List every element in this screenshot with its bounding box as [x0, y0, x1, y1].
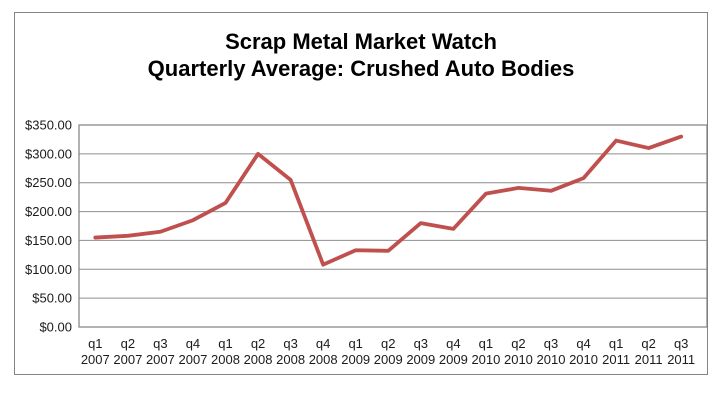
y-axis-label: $300.00 [25, 146, 72, 161]
chart-title: Scrap Metal Market Watch Quarterly Avera… [15, 28, 707, 82]
x-axis-label-quarter: q4 [576, 336, 590, 351]
x-axis-label-year: 2010 [471, 352, 500, 367]
y-axis-label: $150.00 [25, 233, 72, 248]
y-axis-label: $50.00 [32, 291, 72, 306]
x-axis-label-quarter: q3 [283, 336, 297, 351]
x-axis-label-year: 2007 [178, 352, 207, 367]
chart-title-line2: Quarterly Average: Crushed Auto Bodies [147, 56, 575, 81]
chart-title-line1: Scrap Metal Market Watch [225, 29, 497, 54]
x-axis-label-year: 2008 [211, 352, 240, 367]
chart-frame: Scrap Metal Market Watch Quarterly Avera… [14, 12, 708, 375]
y-axis-label: $0.00 [39, 320, 72, 335]
x-axis-label-year: 2009 [374, 352, 403, 367]
x-axis-label-quarter: q1 [609, 336, 623, 351]
x-axis-label-quarter: q1 [348, 336, 362, 351]
x-axis-label-year: 2009 [341, 352, 370, 367]
y-axis-label: $200.00 [25, 204, 72, 219]
y-axis-label: $100.00 [25, 262, 72, 277]
x-axis-label-quarter: q3 [153, 336, 167, 351]
x-axis-label-year: 2011 [667, 352, 695, 367]
x-axis-label-quarter: q4 [316, 336, 330, 351]
x-axis-label-year: 2010 [569, 352, 598, 367]
x-axis-label-quarter: q1 [479, 336, 493, 351]
price-line [93, 134, 684, 267]
x-axis-label-quarter: q1 [218, 336, 232, 351]
x-axis-label-quarter: q4 [446, 336, 460, 351]
x-axis-label-year: 2009 [439, 352, 468, 367]
x-axis-label-year: 2008 [276, 352, 305, 367]
x-axis-label-year: 2008 [309, 352, 338, 367]
x-axis-label-quarter: q4 [186, 336, 200, 351]
x-axis-label-quarter: q2 [641, 336, 655, 351]
x-axis-label-quarter: q3 [544, 336, 558, 351]
y-axis-label: $350.00 [25, 118, 72, 133]
x-axis-label-quarter: q2 [381, 336, 395, 351]
plot-border [78, 124, 708, 328]
x-axis-label-year: 2010 [537, 352, 566, 367]
x-axis-label-year: 2007 [81, 352, 110, 367]
x-axis-label-year: 2011 [635, 352, 663, 367]
y-axis-label: $250.00 [25, 175, 72, 190]
x-axis-label-quarter: q2 [121, 336, 135, 351]
x-axis-label-year: 2009 [406, 352, 435, 367]
x-axis-label-year: 2010 [504, 352, 533, 367]
x-axis-label-year: 2011 [602, 352, 630, 367]
x-axis-label-quarter: q2 [251, 336, 265, 351]
x-axis-label-year: 2008 [244, 352, 273, 367]
x-axis-label-quarter: q2 [511, 336, 525, 351]
x-axis-label-year: 2007 [146, 352, 175, 367]
x-axis-label-quarter: q3 [414, 336, 428, 351]
x-axis-label-quarter: q3 [674, 336, 688, 351]
x-axis-label-quarter: q1 [88, 336, 102, 351]
x-axis-label-year: 2007 [113, 352, 142, 367]
